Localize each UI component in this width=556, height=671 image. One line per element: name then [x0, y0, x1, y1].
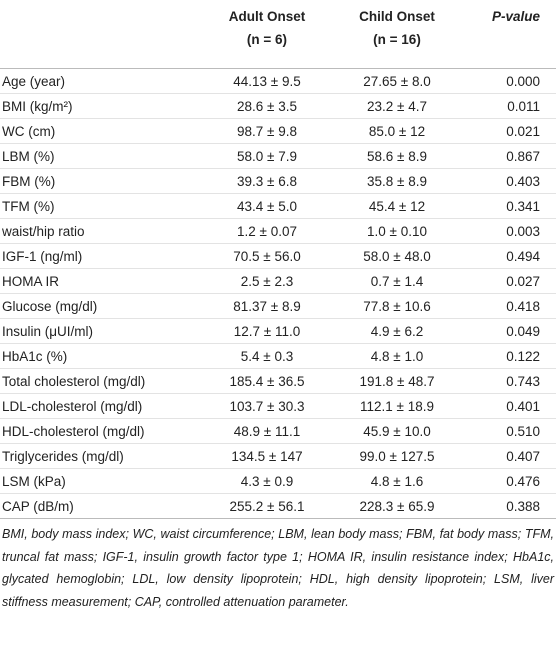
cell: 0.027 [462, 268, 556, 294]
row-label: Total cholesterol (mg/dl) [0, 368, 202, 394]
cell: 4.3 ± 0.9 [202, 468, 332, 494]
cell: 99.0 ± 127.5 [332, 443, 462, 469]
cell: 0.122 [462, 343, 556, 369]
row-label: HbA1c (%) [0, 343, 202, 369]
row-label: BMI (kg/m²) [0, 93, 202, 119]
table-row: WC (cm) 98.7 ± 9.8 85.0 ± 12 0.021 [0, 118, 556, 144]
cell: 0.418 [462, 293, 556, 319]
cell: 4.9 ± 6.2 [332, 318, 462, 344]
cell: 4.8 ± 1.6 [332, 468, 462, 494]
column-n: (n = 6) [202, 32, 332, 69]
cell: 191.8 ± 48.7 [332, 368, 462, 394]
row-label: LDL-cholesterol (mg/dl) [0, 393, 202, 419]
row-label: Triglycerides (mg/dl) [0, 443, 202, 469]
cell: 0.476 [462, 468, 556, 494]
row-label: HOMA IR [0, 268, 202, 294]
table-row: HOMA IR 2.5 ± 2.3 0.7 ± 1.4 0.027 [0, 268, 556, 294]
cell: 0.867 [462, 143, 556, 169]
cell: 45.4 ± 12 [332, 193, 462, 219]
table-row: Glucose (mg/dl) 81.37 ± 8.9 77.8 ± 10.6 0.4… [0, 293, 556, 319]
table-row: TFM (%) 43.4 ± 5.0 45.4 ± 12 0.341 [0, 193, 556, 219]
cell: 0.510 [462, 418, 556, 444]
table-row: LSM (kPa) 4.3 ± 0.9 4.8 ± 1.6 0.476 [0, 468, 556, 494]
table-row: CAP (dB/m) 255.2 ± 56.1 228.3 ± 65.9 0.388 [0, 493, 556, 519]
table-row: waist/hip ratio 1.2 ± 0.07 1.0 ± 0.10 0.003 [0, 218, 556, 244]
row-label: LBM (%) [0, 143, 202, 169]
table-row: LBM (%) 58.0 ± 7.9 58.6 ± 8.9 0.867 [0, 143, 556, 169]
cell: 58.6 ± 8.9 [332, 143, 462, 169]
cell: 39.3 ± 6.8 [202, 168, 332, 194]
cell: 1.2 ± 0.07 [202, 218, 332, 244]
cell: 228.3 ± 65.9 [332, 493, 462, 519]
table-row: Insulin (μUI/ml) 12.7 ± 11.0 4.9 ± 6.2 0.04… [0, 318, 556, 344]
row-label: HDL-cholesterol (mg/dl) [0, 418, 202, 444]
cell: 0.003 [462, 218, 556, 244]
row-label: waist/hip ratio [0, 218, 202, 244]
cell: 0.000 [462, 68, 556, 94]
cell: 0.494 [462, 243, 556, 269]
row-label: LSM (kPa) [0, 468, 202, 494]
row-label: Age (year) [0, 68, 202, 94]
cell: 35.8 ± 8.9 [332, 168, 462, 194]
cell: 58.0 ± 48.0 [332, 243, 462, 269]
cell: 103.7 ± 30.3 [202, 393, 332, 419]
cell: 134.5 ± 147 [202, 443, 332, 469]
cell: 0.011 [462, 93, 556, 119]
table-row: LDL-cholesterol (mg/dl) 103.7 ± 30.3 112.1… [0, 393, 556, 419]
cell: 0.401 [462, 393, 556, 419]
table-row: HbA1c (%) 5.4 ± 0.3 4.8 ± 1.0 0.122 [0, 343, 556, 369]
row-label: TFM (%) [0, 193, 202, 219]
cell: 0.403 [462, 168, 556, 194]
column-header: Child Onset [359, 8, 435, 24]
cell: 70.5 ± 56.0 [202, 243, 332, 269]
column-header: P-value [491, 8, 540, 24]
table-row: Age (year) 44.13 ± 9.5 27.65 ± 8.0 0.000 [0, 68, 556, 94]
row-label: CAP (dB/m) [0, 493, 202, 519]
column-header: Adult Onset [228, 8, 306, 24]
cell: 255.2 ± 56.1 [202, 493, 332, 519]
cell: 44.13 ± 9.5 [202, 68, 332, 94]
table-row: FBM (%) 39.3 ± 6.8 35.8 ± 8.9 0.403 [0, 168, 556, 194]
cell: 0.407 [462, 443, 556, 469]
cell: 5.4 ± 0.3 [202, 343, 332, 369]
cell: 4.8 ± 1.0 [332, 343, 462, 369]
cell: 185.4 ± 36.5 [202, 368, 332, 394]
cell: 23.2 ± 4.7 [332, 93, 462, 119]
cell: 58.0 ± 7.9 [202, 143, 332, 169]
row-label: IGF-1 (ng/ml) [0, 243, 202, 269]
cell: 0.021 [462, 118, 556, 144]
cell: 85.0 ± 12 [332, 118, 462, 144]
cell: 98.7 ± 9.8 [202, 118, 332, 144]
table-row: Triglycerides (mg/dl) 134.5 ± 147 99.0 ± 1… [0, 443, 556, 469]
table-row: BMI (kg/m²) 28.6 ± 3.5 23.2 ± 4.7 0.011 [0, 93, 556, 119]
row-label: Insulin (μUI/ml) [0, 318, 202, 344]
cell: 77.8 ± 10.6 [332, 293, 462, 319]
row-label: Glucose (mg/dl) [0, 293, 202, 319]
cell: 0.341 [462, 193, 556, 219]
cell: 1.0 ± 0.10 [332, 218, 462, 244]
cell: 45.9 ± 10.0 [332, 418, 462, 444]
cell: 27.65 ± 8.0 [332, 68, 462, 94]
data-table: Adult Onset Child Onset P-value (n = 6) … [0, 8, 556, 519]
cell: 0.388 [462, 493, 556, 519]
cell: 43.4 ± 5.0 [202, 193, 332, 219]
column-n: (n = 16) [332, 32, 462, 69]
cell: 112.1 ± 18.9 [332, 393, 462, 419]
row-label: FBM (%) [0, 168, 202, 194]
table-row: Total cholesterol (mg/dl) 185.4 ± 36.5 191… [0, 368, 556, 394]
footnote: BMI, body mass index; WC, waist circumfe… [2, 527, 554, 609]
cell: 0.049 [462, 318, 556, 344]
cell: 0.743 [462, 368, 556, 394]
table-row: HDL-cholesterol (mg/dl) 48.9 ± 11.1 45.9 ±… [0, 418, 556, 444]
cell: 81.37 ± 8.9 [202, 293, 332, 319]
cell: 48.9 ± 11.1 [202, 418, 332, 444]
cell: 28.6 ± 3.5 [202, 93, 332, 119]
cell: 12.7 ± 11.0 [202, 318, 332, 344]
row-label: WC (cm) [0, 118, 202, 144]
cell: 2.5 ± 2.3 [202, 268, 332, 294]
table-row: IGF-1 (ng/ml) 70.5 ± 56.0 58.0 ± 48.0 0.494 [0, 243, 556, 269]
cell: 0.7 ± 1.4 [332, 268, 462, 294]
